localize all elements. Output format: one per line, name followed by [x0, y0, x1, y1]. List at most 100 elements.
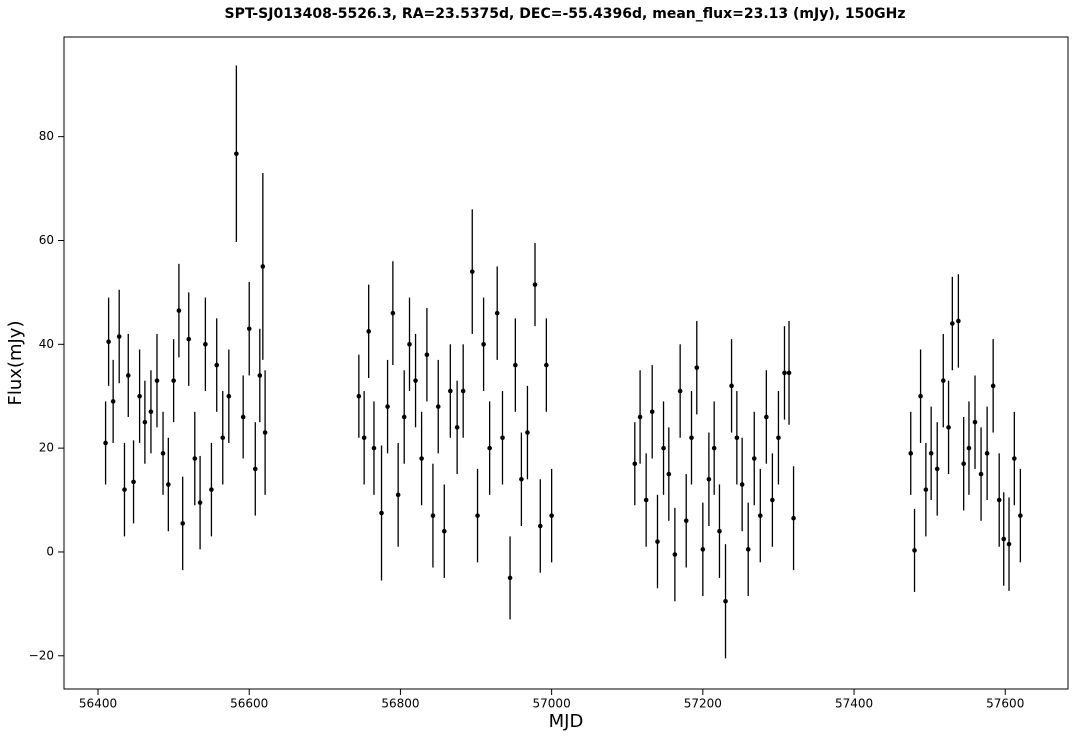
y-axis-label: Flux(mJy)	[5, 321, 26, 406]
data-point	[494, 310, 500, 316]
data-point	[148, 409, 154, 415]
data-point	[160, 451, 166, 456]
data-point	[220, 435, 226, 441]
data-point	[252, 466, 258, 472]
data-point	[110, 399, 116, 404]
data-point	[923, 487, 929, 492]
data-point	[940, 378, 946, 383]
x-tick-label: 56400	[79, 697, 117, 711]
data-point	[186, 336, 192, 342]
data-point	[537, 523, 543, 529]
x-tick-label: 57400	[835, 697, 873, 711]
data-point	[214, 362, 220, 368]
data-point	[1006, 541, 1012, 547]
data-point	[966, 445, 972, 451]
data-point	[240, 414, 246, 420]
data-point	[661, 445, 666, 451]
data-point	[643, 497, 649, 503]
data-point	[401, 414, 407, 420]
data-point	[430, 513, 436, 518]
x-tick-label: 57000	[533, 697, 571, 711]
data-point	[757, 513, 763, 518]
data-point	[395, 492, 401, 498]
x-tick-label: 57200	[684, 697, 722, 711]
data-point	[469, 269, 475, 274]
data-point	[950, 321, 955, 326]
data-point	[751, 456, 757, 461]
data-point	[441, 528, 447, 534]
data-point	[481, 342, 486, 347]
data-point	[103, 440, 108, 446]
data-point	[419, 456, 424, 461]
data-point	[723, 598, 728, 604]
data-point	[142, 419, 148, 425]
data-point	[122, 487, 127, 492]
data-point	[776, 435, 781, 441]
data-point	[116, 334, 122, 339]
data-point	[379, 510, 384, 516]
data-point	[544, 362, 549, 368]
data-point	[908, 451, 914, 456]
data-point	[734, 435, 740, 441]
data-point	[532, 282, 538, 287]
y-tick-label: 80	[39, 129, 54, 143]
data-point	[125, 373, 131, 378]
data-point	[209, 487, 214, 492]
data-point	[435, 404, 441, 409]
data-point	[413, 378, 418, 383]
data-point	[203, 342, 208, 347]
y-tick-label: 20	[39, 441, 54, 455]
chart-title: SPT-SJ013408-5526.3, RA=23.5375d, DEC=-5…	[225, 6, 906, 22]
data-point	[637, 414, 643, 420]
data-point	[260, 264, 266, 269]
data-point	[166, 482, 171, 487]
data-point	[176, 308, 182, 313]
x-tick-label: 56600	[230, 697, 268, 711]
data-point	[918, 393, 923, 399]
data-point	[460, 388, 466, 394]
data-point	[197, 500, 203, 505]
data-point	[694, 365, 700, 370]
data-point	[700, 547, 706, 552]
data-point	[361, 435, 367, 441]
data-point	[764, 414, 769, 420]
data-point	[234, 151, 239, 157]
data-point	[371, 445, 377, 451]
data-point	[171, 378, 176, 383]
data-point	[487, 445, 492, 451]
data-point	[672, 552, 678, 557]
data-point	[106, 339, 111, 345]
y-tick-label: 40	[39, 337, 54, 351]
data-point	[262, 430, 268, 435]
y-tick-label: 60	[39, 233, 54, 247]
data-point	[500, 435, 505, 441]
data-point	[454, 425, 460, 430]
data-point	[1001, 536, 1007, 542]
data-point	[655, 539, 660, 544]
data-point	[666, 471, 672, 477]
data-point	[649, 409, 655, 415]
data-point	[154, 378, 160, 383]
data-point	[677, 388, 683, 394]
data-point	[739, 482, 745, 487]
data-point	[366, 329, 371, 334]
y-tick-label: −20	[29, 648, 54, 662]
data-point	[632, 461, 638, 467]
data-point	[192, 456, 198, 461]
data-point	[131, 479, 136, 485]
data-point	[689, 435, 694, 441]
data-point	[770, 497, 775, 503]
data-point	[356, 393, 362, 399]
x-tick-label: 57600	[986, 697, 1024, 711]
data-point	[525, 430, 530, 435]
data-point	[791, 515, 796, 521]
data-point	[984, 451, 990, 456]
data-point	[972, 419, 978, 425]
x-axis-label: MJD	[549, 711, 584, 732]
data-point	[706, 476, 712, 482]
data-point	[990, 383, 996, 389]
data-point	[745, 547, 751, 552]
data-point	[928, 451, 934, 456]
